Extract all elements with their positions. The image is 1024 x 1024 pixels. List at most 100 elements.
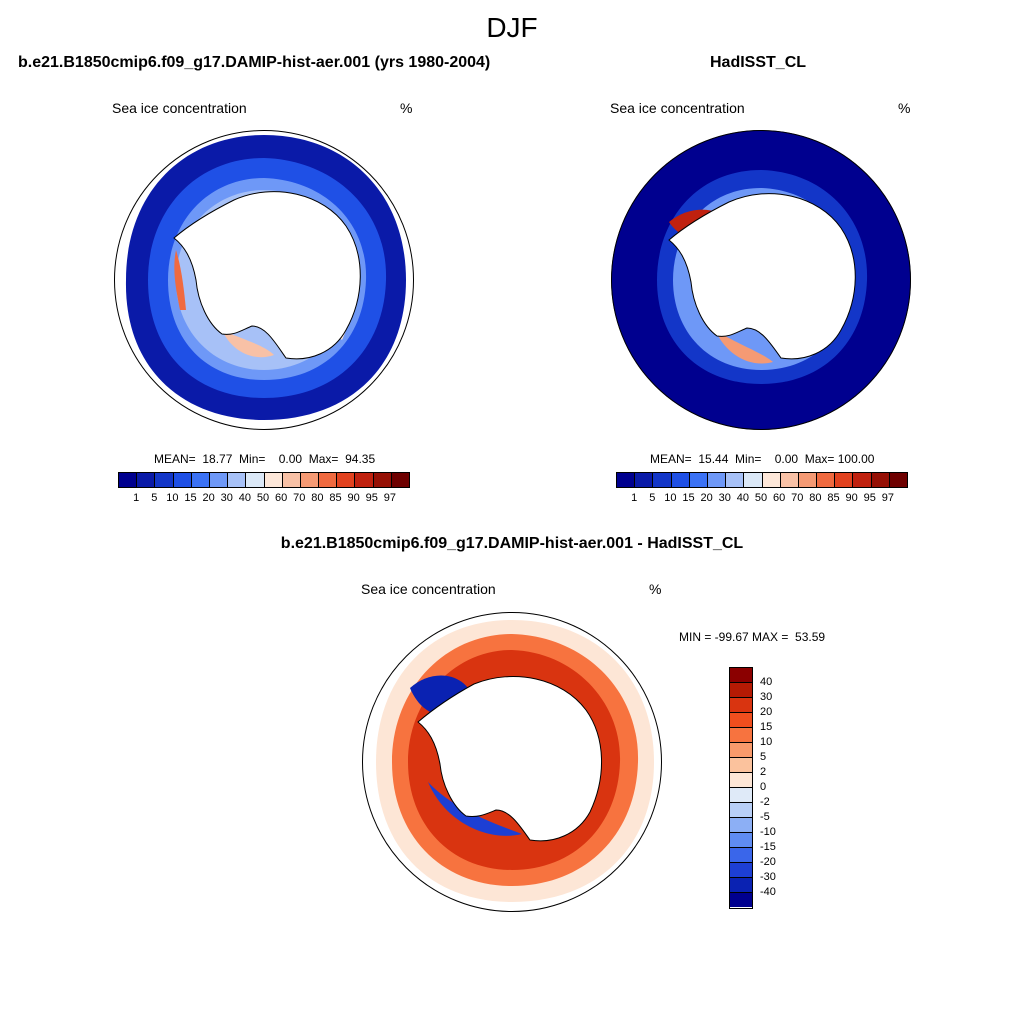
colorbar-tick-label: 30 [760, 691, 773, 703]
colorbar-swatch [137, 473, 156, 487]
colorbar-tick-label: 60 [275, 492, 288, 504]
colorbar-swatch [730, 683, 752, 698]
colorbar-tick-label: 60 [773, 492, 786, 504]
diff-panel-title: b.e21.B1850cmip6.f09_g17.DAMIP-hist-aer.… [280, 535, 744, 552]
obs-variable-label: Sea ice concentration [610, 100, 745, 116]
colorbar-swatch [228, 473, 247, 487]
colorbar-swatch [730, 803, 752, 818]
colorbar-swatch [730, 713, 752, 728]
colorbar-swatch [730, 668, 752, 683]
colorbar-swatch [762, 473, 781, 487]
obs-panel-title: HadISST_CL [710, 54, 807, 71]
colorbar-swatch [391, 473, 409, 487]
colorbar-swatch [730, 698, 752, 713]
colorbar-tick-label: 5 [151, 492, 158, 504]
colorbar-swatch [209, 473, 229, 487]
colorbar-swatch [173, 473, 192, 487]
colorbar-tick-label: 50 [256, 492, 270, 504]
colorbar-swatch [730, 788, 752, 803]
diff-variable-label: Sea ice concentration [361, 581, 496, 597]
colorbar-tick-label: 70 [791, 492, 804, 504]
colorbar-swatch [300, 473, 320, 487]
colorbar-tick-label: -15 [760, 841, 776, 853]
obs-stats: MEAN= 15.44 Min= 0.00 Max= 100.00 [650, 452, 875, 466]
colorbar-tick-label: 97 [383, 492, 396, 504]
colorbar-swatch [671, 473, 690, 487]
colorbar-tick-label: 95 [863, 492, 876, 504]
colorbar-swatch [817, 473, 836, 487]
colorbar-tick-label: 10 [760, 736, 773, 748]
model-stats: MEAN= 18.77 Min= 0.00 Max= 94.35 [154, 452, 376, 466]
obs-colorbar [616, 472, 908, 488]
colorbar-tick-label: 15 [760, 721, 773, 733]
colorbar-tick-label: 50 [754, 492, 768, 504]
colorbar-swatch [730, 893, 752, 907]
colorbar-swatch [319, 473, 338, 487]
colorbar-tick-label: 40 [760, 676, 773, 688]
diff-polar-map [362, 612, 662, 912]
colorbar-swatch [155, 473, 174, 487]
colorbar-tick-label: 15 [682, 492, 695, 504]
colorbar-tick-label: 70 [293, 492, 306, 504]
obs-units-label: % [898, 100, 911, 116]
colorbar-tick-label: 20 [760, 706, 773, 718]
colorbar-swatch [635, 473, 654, 487]
colorbar-tick-label: 85 [827, 492, 840, 504]
diff-colorbar [729, 667, 753, 909]
colorbar-swatch [119, 473, 138, 487]
colorbar-swatch [730, 728, 752, 743]
colorbar-tick-label: 10 [664, 492, 677, 504]
model-units-label: % [400, 100, 413, 116]
colorbar-swatch [853, 473, 872, 487]
colorbar-swatch [730, 818, 752, 833]
colorbar-swatch [871, 473, 890, 487]
diff-weddell-low [428, 782, 522, 836]
colorbar-swatch [373, 473, 392, 487]
obs-colorbar-ticks: 1 5 10 15 20 30 40 50 60 70 80 85 90 95 97 [616, 492, 906, 506]
colorbar-tick-label: -30 [760, 871, 776, 883]
obs-weddell-patch [715, 330, 773, 364]
colorbar-tick-label: 40 [736, 492, 749, 504]
colorbar-swatch [726, 473, 745, 487]
diff-colorbar-ticks: 40 30 20 15 10 5 2 0 -2 -5 -10 -15 -20 -30 -40 [760, 667, 800, 907]
colorbar-tick-label: 5 [760, 751, 767, 763]
diff-antarctica-land [417, 676, 603, 842]
model-colorbar [118, 472, 410, 488]
model-antarctica-land [173, 191, 361, 360]
diff-stats: MIN = -99.67 MAX = 53.59 [679, 630, 826, 644]
colorbar-swatch [835, 473, 854, 487]
colorbar-swatch [617, 473, 636, 487]
colorbar-swatch [337, 473, 356, 487]
colorbar-swatch [730, 773, 752, 788]
colorbar-tick-label: 5 [649, 492, 656, 504]
colorbar-tick-label: 95 [365, 492, 378, 504]
colorbar-swatch [191, 473, 210, 487]
colorbar-tick-label: 80 [311, 492, 324, 504]
colorbar-swatch [730, 758, 752, 773]
colorbar-swatch [730, 863, 752, 878]
colorbar-swatch [730, 878, 752, 893]
colorbar-tick-label: -2 [760, 796, 770, 808]
colorbar-tick-label: 15 [184, 492, 197, 504]
model-colorbar-ticks: 1 5 10 15 20 30 40 50 60 70 80 85 90 95 97 [118, 492, 408, 506]
colorbar-tick-label: 30 [220, 492, 233, 504]
colorbar-tick-label: 90 [347, 492, 360, 504]
colorbar-swatch [653, 473, 672, 487]
colorbar-tick-label: 0 [760, 781, 767, 793]
colorbar-tick-label: -5 [760, 811, 770, 823]
colorbar-swatch [282, 473, 301, 487]
colorbar-tick-label: -20 [760, 856, 776, 868]
colorbar-tick-label: 1 [631, 492, 638, 504]
colorbar-tick-label: 2 [760, 766, 767, 778]
colorbar-tick-label: -10 [760, 826, 776, 838]
model-weddell-patch [222, 330, 274, 358]
colorbar-swatch [355, 473, 374, 487]
colorbar-swatch [246, 473, 265, 487]
diff-units-label: % [649, 581, 662, 597]
colorbar-swatch [730, 833, 752, 848]
obs-polar-map [611, 130, 911, 430]
colorbar-swatch [730, 743, 752, 758]
colorbar-tick-label: 20 [700, 492, 713, 504]
obs-antarctica-land [668, 193, 856, 360]
colorbar-tick-label: 80 [809, 492, 822, 504]
